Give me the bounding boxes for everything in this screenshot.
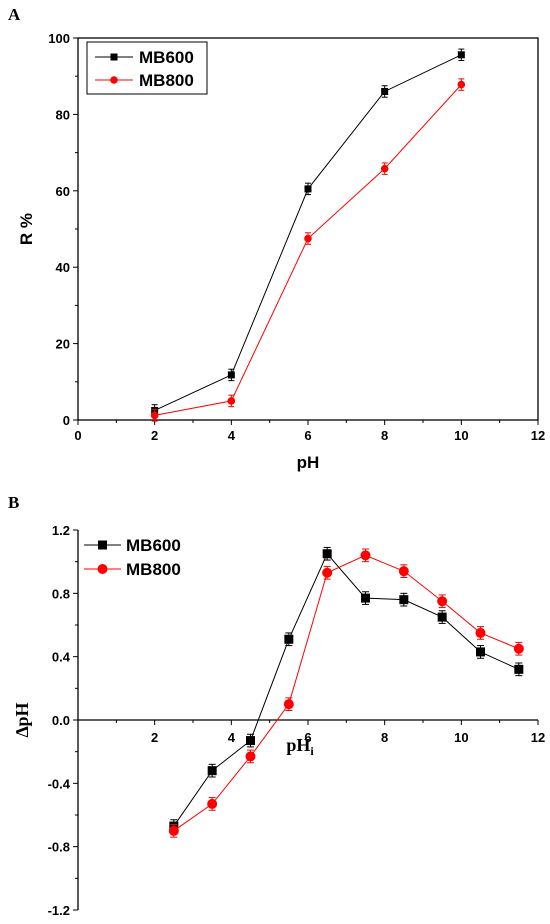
x-axis-label: pHi (286, 735, 314, 758)
legend-marker (97, 564, 108, 574)
data-point-mb800 (398, 566, 409, 577)
data-point-mb600 (514, 664, 524, 674)
y-tick-label: 0 (63, 413, 70, 428)
data-point-mb800 (245, 751, 256, 762)
data-point-mb600 (361, 593, 370, 603)
series-line-mb800 (154, 84, 462, 416)
x-tick-label: 4 (228, 428, 236, 443)
y-tick-label: -0.4 (48, 776, 71, 791)
legend-label: MB800 (126, 560, 181, 579)
data-point-mb800 (475, 627, 486, 638)
plot-frame (77, 37, 539, 421)
x-tick-label: 2 (151, 730, 158, 745)
data-point-mb800 (227, 397, 236, 405)
data-point-mb600 (381, 87, 389, 95)
x-tick-label: 8 (381, 730, 388, 745)
x-tick-label: 10 (454, 730, 468, 745)
y-tick-label: 20 (56, 337, 70, 352)
y-tick-label: 1.2 (52, 523, 70, 538)
panel-b-chart: 2 4 6 8 10 12 1.2 0.8 0.4 0.0 -0.4 -0.8 -1.2 pHi ∆pH MB… (12, 523, 545, 918)
panel-a-chart: 0 2 4 6 8 10 12 0 20 40 60 80 100 pH R % MB600 MB800 (17, 31, 545, 472)
legend-label: MB600 (126, 536, 181, 555)
data-point-mb600 (207, 766, 217, 776)
y-tick-label: 40 (56, 260, 70, 275)
data-point-mb600 (437, 612, 447, 622)
x-tick-label: 12 (531, 428, 545, 443)
data-point-mb800 (150, 411, 159, 420)
data-point-mb600 (227, 371, 235, 379)
y-axis-label: ∆pH (12, 702, 32, 737)
x-tick-label: 6 (304, 428, 311, 443)
y-tick-label: -1.2 (48, 903, 70, 918)
data-point-mb600 (476, 647, 485, 657)
x-axis-label-subscript: i (310, 744, 314, 758)
legend-label: MB800 (139, 71, 194, 90)
y-tick-label: 0.8 (52, 586, 70, 601)
legend-box (86, 41, 208, 95)
legend-label: MB600 (139, 48, 194, 67)
data-point-mb800 (168, 825, 179, 836)
x-tick-label: 12 (531, 730, 545, 745)
data-point-mb800 (207, 798, 218, 809)
y-tick-label: 0.0 (52, 713, 70, 728)
data-point-mb800 (380, 164, 389, 173)
y-tick-label: 0.4 (52, 650, 71, 665)
data-point-mb600 (457, 51, 465, 59)
x-tick-label: 4 (228, 730, 236, 745)
y-tick-label: 80 (56, 107, 70, 122)
x-tick-label: 0 (74, 428, 81, 443)
data-point-mb800 (457, 80, 466, 89)
data-point-mb600 (304, 185, 312, 193)
series-line-mb800 (173, 554, 520, 832)
data-point-mb600 (284, 634, 294, 644)
x-tick-label: 6 (304, 730, 311, 745)
data-point-mb800 (437, 596, 448, 607)
data-point-mb800 (360, 550, 371, 561)
legend: MB600 MB800 (84, 536, 181, 579)
legend-marker (110, 76, 118, 84)
y-axis-label: R % (17, 213, 36, 245)
data-point-mb800 (304, 234, 312, 243)
x-axis-label-main: pH (286, 735, 310, 755)
x-tick-label: 8 (381, 428, 388, 443)
data-point-mb800 (283, 699, 294, 710)
y-tick-label: -0.8 (48, 840, 70, 855)
data-point-mb800 (322, 567, 333, 578)
y-tick-label: 60 (56, 184, 70, 199)
legend-marker (98, 540, 107, 550)
x-tick-label: 10 (454, 428, 468, 443)
data-point-mb600 (399, 595, 409, 605)
series-line-mb600 (173, 552, 520, 827)
data-point-mb600 (322, 549, 332, 559)
x-axis-label: pH (297, 453, 320, 472)
panel-label-a: A (8, 5, 21, 24)
y-tick-label: 100 (48, 31, 70, 46)
legend-marker (110, 53, 118, 61)
data-point-mb800 (513, 643, 524, 654)
legend: MB600 MB800 (86, 41, 208, 95)
x-tick-label: 2 (151, 428, 158, 443)
panel-label-b: B (8, 493, 19, 512)
data-point-mb600 (246, 736, 255, 746)
